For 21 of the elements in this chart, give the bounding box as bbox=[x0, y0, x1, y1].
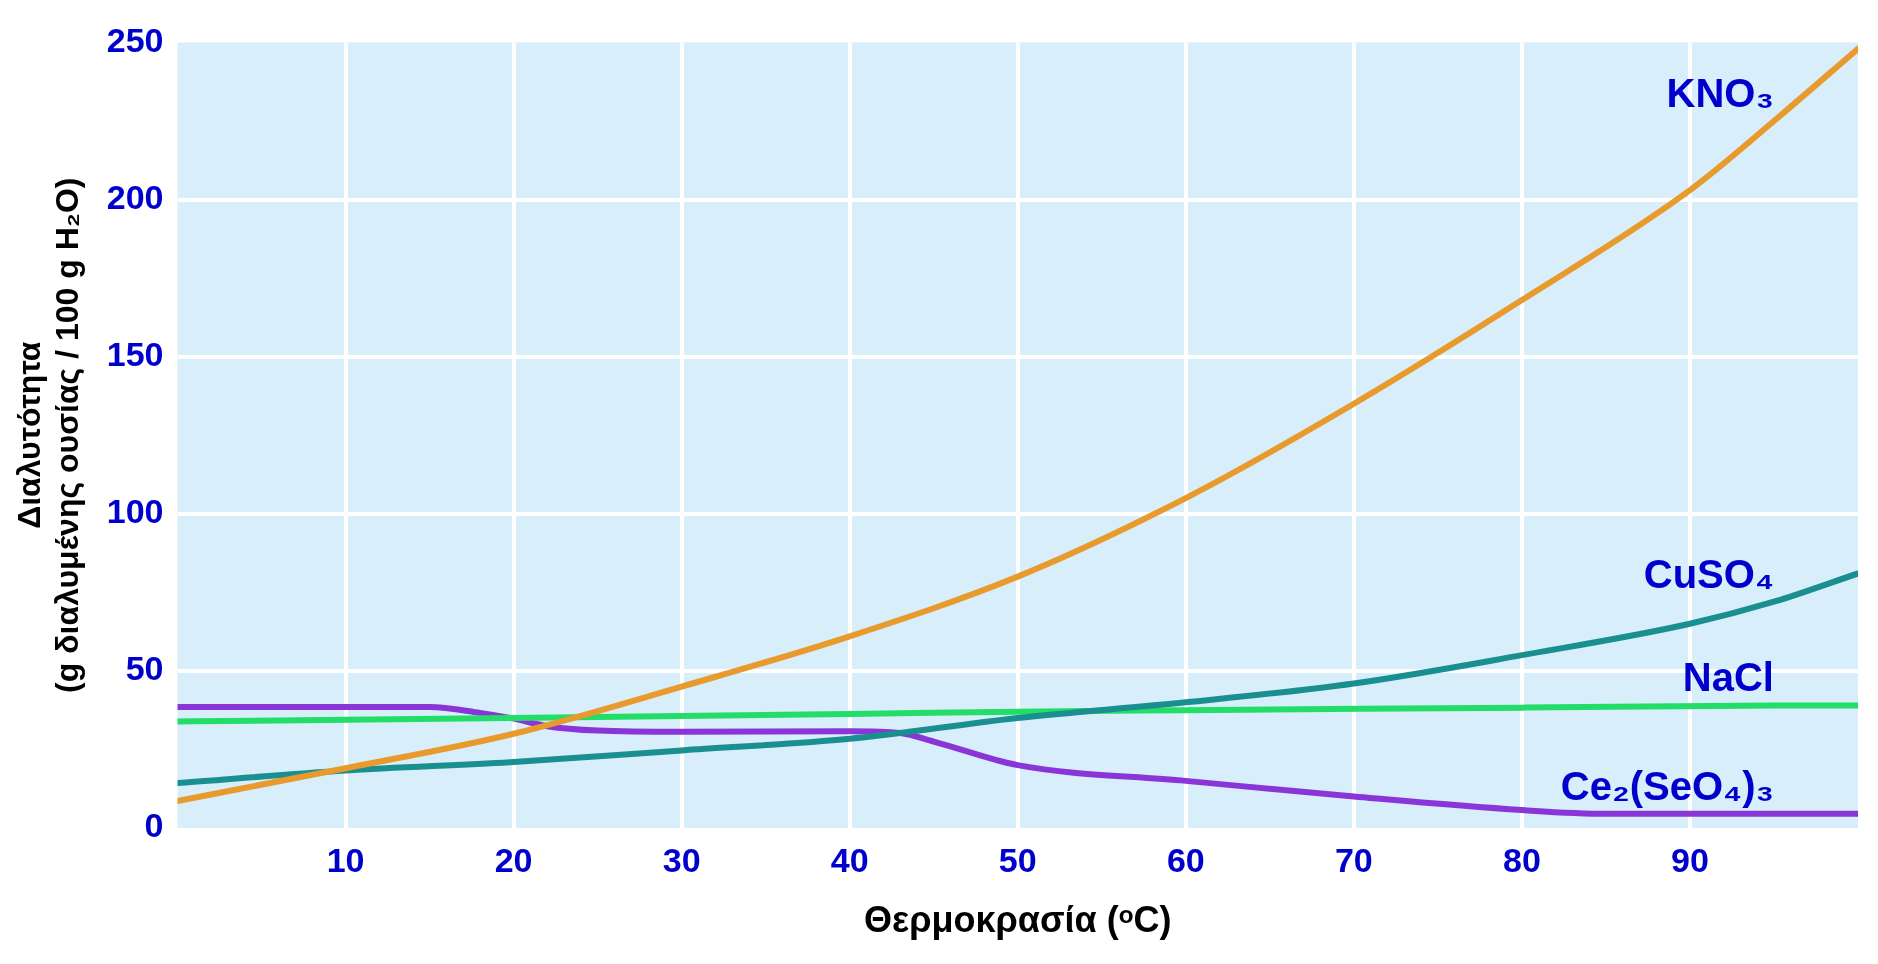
x-tick-label: 20 bbox=[494, 840, 533, 879]
y-axis-title: Διαλυτότητα (g διαλυμένης ουσίας / 100 g H₂O) bbox=[11, 177, 86, 693]
series-label: KNO₃ bbox=[1666, 70, 1774, 115]
x-tick-label: 60 bbox=[1166, 840, 1205, 879]
series-label: Ce₂(SeO₄)₃ bbox=[1560, 763, 1774, 808]
series-label: NaCl bbox=[1682, 655, 1774, 700]
y-tick-label: 250 bbox=[106, 20, 164, 59]
x-tick-label: 80 bbox=[1502, 840, 1541, 879]
x-tick-label: 10 bbox=[326, 840, 365, 879]
x-axis-title: Θερμοκρασία (ᵒC) bbox=[864, 899, 1172, 941]
y-tick-label: 150 bbox=[106, 335, 164, 374]
y-tick-label: 200 bbox=[106, 177, 164, 216]
y-tick-label: 100 bbox=[106, 492, 164, 531]
series-label: CuSO₄ bbox=[1643, 551, 1774, 596]
x-tick-label: 30 bbox=[662, 840, 701, 879]
y-tick-label: 0 bbox=[144, 806, 164, 845]
x-tick-label: 90 bbox=[1671, 840, 1709, 879]
y-tick-label: 50 bbox=[125, 649, 164, 688]
x-tick-label: 40 bbox=[830, 840, 869, 879]
x-tick-label: 50 bbox=[998, 840, 1037, 879]
x-tick-label: 70 bbox=[1334, 840, 1373, 879]
